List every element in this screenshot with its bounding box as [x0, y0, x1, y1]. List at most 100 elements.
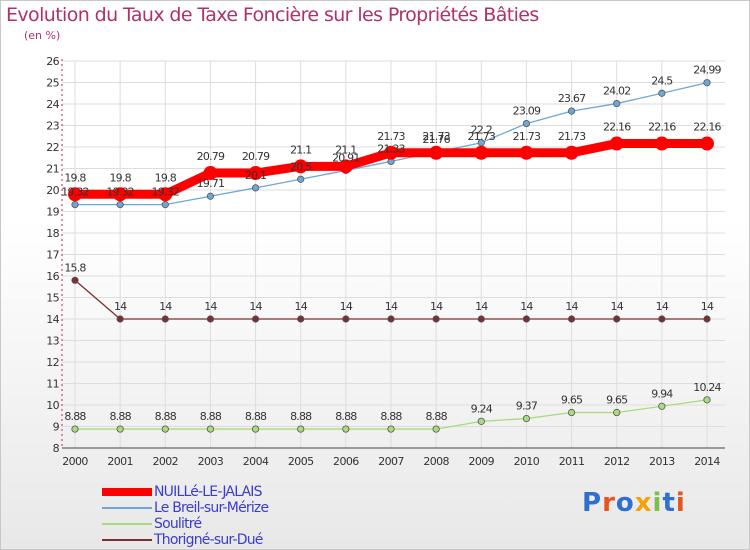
data-point [700, 136, 714, 151]
data-label: 8.88 [245, 410, 267, 423]
data-label: 8.88 [109, 410, 131, 423]
data-point [477, 315, 485, 323]
data-point [703, 315, 711, 323]
data-point [116, 201, 124, 209]
data-point [567, 107, 576, 115]
legend-swatch [102, 488, 152, 496]
data-label: 15.8 [64, 261, 86, 274]
data-point [206, 425, 215, 433]
y-tick-label: 12 [46, 356, 59, 369]
data-label: 20.79 [197, 150, 225, 163]
data-label: 19.32 [61, 186, 89, 199]
data-point [161, 425, 169, 433]
data-label: 8.88 [335, 410, 357, 423]
x-tick-label: 2014 [694, 455, 720, 468]
data-label: 8.88 [200, 410, 222, 423]
data-label: 9.24 [471, 402, 493, 415]
data-point [338, 159, 353, 174]
data-label: 8.88 [290, 410, 312, 423]
data-label: 9.65 [606, 394, 628, 407]
chart-title: Evolution du Taux de Taxe Foncière sur l… [6, 4, 539, 26]
x-tick-label: 2012 [604, 455, 630, 468]
y-tick-label: 14 [46, 313, 59, 326]
data-point [387, 425, 395, 433]
legend-swatch [102, 507, 152, 509]
x-tick-label: 2011 [559, 455, 585, 468]
data-label: 21.73 [377, 130, 405, 143]
data-label: 14 [295, 300, 308, 313]
logo-letter: r [602, 488, 616, 518]
data-label: 10.24 [693, 381, 721, 394]
data-point [251, 425, 260, 433]
data-label: 8.88 [155, 410, 177, 423]
y-tick-label: 16 [46, 270, 59, 283]
data-point [522, 119, 531, 128]
data-label: 14 [430, 300, 443, 313]
data-label: 14 [340, 300, 353, 313]
data-point [158, 187, 173, 202]
legend-label: NUILLé-LE-JALAIS [154, 484, 263, 500]
data-label: 23.09 [513, 105, 541, 118]
data-point [206, 315, 215, 323]
y-tick-label: 24 [46, 98, 59, 111]
data-label: 9.37 [516, 400, 538, 413]
y-tick-label: 26 [46, 55, 59, 68]
data-point [251, 184, 260, 192]
data-label: 14 [701, 300, 714, 313]
data-point [703, 79, 711, 87]
legend-swatch [102, 539, 152, 541]
x-tick-label: 2007 [378, 455, 404, 468]
data-label: 23.67 [558, 92, 586, 105]
y-tick-label: 18 [46, 227, 59, 240]
y-tick-label: 8 [53, 442, 60, 455]
data-label: 14 [385, 300, 398, 313]
data-label: 19.32 [152, 186, 180, 199]
data-point [658, 89, 666, 97]
data-point [384, 145, 398, 160]
y-tick-label: 15 [46, 292, 59, 305]
data-label: 14 [204, 300, 217, 313]
data-point [432, 425, 440, 433]
data-label: 14 [475, 300, 488, 313]
data-point [474, 145, 489, 160]
data-point [342, 425, 350, 433]
data-label: 14 [656, 300, 669, 313]
logo-letter: P [582, 488, 603, 518]
data-label: 21.76 [422, 133, 450, 146]
x-tick-label: 2003 [198, 455, 224, 468]
data-label: 8.88 [425, 410, 447, 423]
data-label: 21.73 [422, 130, 450, 143]
data-point [429, 145, 444, 160]
data-point [564, 145, 579, 160]
y-tick-label: 23 [46, 120, 59, 133]
data-label: 14 [611, 300, 624, 313]
data-point [477, 417, 485, 425]
data-point [654, 136, 669, 151]
data-label: 24.99 [693, 64, 721, 77]
data-point [71, 276, 79, 284]
data-point [113, 187, 128, 202]
y-tick-label: 10 [46, 399, 59, 412]
data-label: 19.8 [109, 171, 131, 184]
logo-letter: t [662, 488, 676, 518]
legend-label: Thorigné-sur-Dué [154, 532, 263, 548]
x-tick-label: 2008 [423, 455, 449, 468]
data-label: 21.73 [468, 130, 496, 143]
y-tick-label: 20 [46, 184, 59, 197]
data-point [297, 315, 305, 323]
data-label: 21.1 [290, 143, 311, 156]
data-label: 20.91 [332, 151, 360, 164]
data-point [387, 315, 395, 323]
data-label: 20.5 [290, 160, 312, 173]
chart-subtitle: (en %) [24, 29, 61, 42]
data-label: 8.88 [380, 410, 402, 423]
data-label: 9.94 [651, 387, 673, 400]
data-label: 19.71 [197, 177, 225, 190]
x-tick-label: 2006 [333, 455, 359, 468]
data-label: 19.32 [106, 186, 134, 199]
data-point [116, 315, 124, 323]
data-point [71, 201, 79, 209]
x-tick-label: 2004 [243, 455, 269, 468]
data-point [609, 136, 624, 151]
